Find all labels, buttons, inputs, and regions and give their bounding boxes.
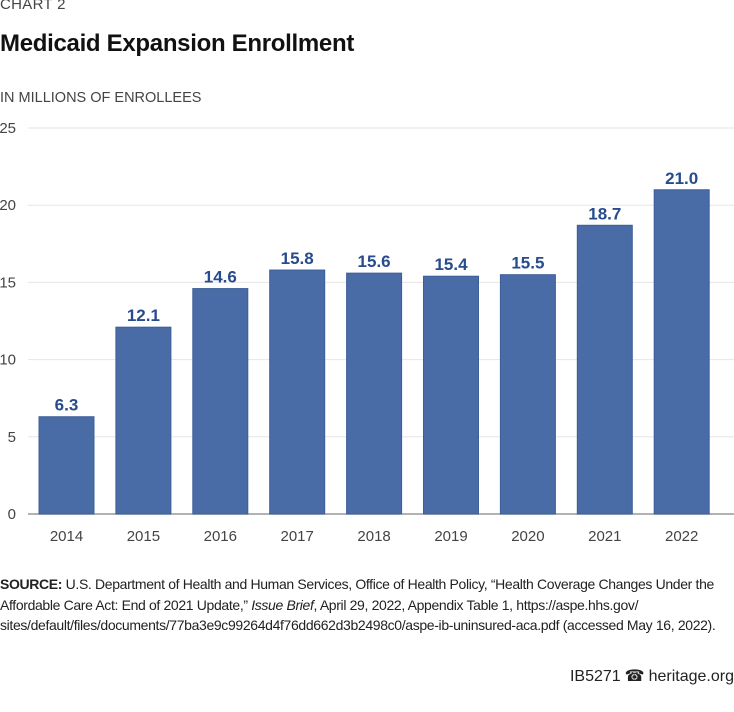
source-note: SOURCE: U.S. Department of Health and Hu… (0, 574, 734, 636)
bar (269, 269, 326, 515)
x-tick-label: 2020 (511, 528, 544, 545)
bar-chart: 0 5 10 15 20 25 6.3 12.1 14.6 15.8 15.6 15.4 15.5 18… (0, 120, 734, 545)
value-label: 12.1 (127, 306, 160, 325)
x-tick-label: 2017 (281, 528, 314, 545)
x-tick-label: 2018 (357, 528, 390, 545)
value-label: 15.4 (434, 255, 468, 274)
value-label: 15.8 (281, 249, 314, 268)
y-tick-label: 5 (8, 429, 16, 446)
x-tick-label: 2022 (665, 528, 698, 545)
value-label: 15.6 (358, 252, 391, 271)
y-tick-label: 20 (0, 197, 16, 214)
source-label: SOURCE: (0, 576, 63, 592)
x-tick-label: 2016 (204, 528, 237, 545)
bars (38, 189, 710, 515)
bar (653, 189, 710, 515)
bar (423, 275, 479, 515)
footer: IB5271 ☎ heritage.org (570, 666, 734, 686)
y-tick-label: 10 (0, 352, 16, 369)
site-link[interactable]: heritage.org (648, 668, 734, 685)
value-label: 14.6 (204, 268, 237, 287)
report-code: IB5271 (569, 668, 621, 685)
x-axis-ticks: 2014 2015 2016 2017 2018 2019 2020 2021 2022 (50, 528, 699, 545)
source-text: U.S. Department of Health and Human Serv… (0, 576, 714, 613)
x-tick-label: 2019 (434, 528, 467, 545)
chart-kicker: CHART 2 (0, 0, 66, 13)
value-labels: 6.3 12.1 14.6 15.8 15.6 15.4 15.5 18.7 21.0 (55, 169, 699, 415)
y-tick-label: 0 (8, 506, 16, 523)
y-tick-label: 25 (0, 120, 16, 137)
bar (346, 272, 403, 515)
value-label: 18.7 (588, 204, 621, 223)
chart-title: Medicaid Expansion Enrollment (0, 30, 355, 57)
bar (576, 224, 633, 515)
x-tick-label: 2021 (588, 528, 621, 545)
x-tick-label: 2014 (50, 528, 83, 545)
bar (499, 274, 556, 515)
bar (192, 288, 249, 515)
y-tick-label: 15 (0, 274, 16, 291)
x-tick-label: 2015 (127, 528, 160, 545)
y-axis-ticks: 0 5 10 15 20 25 (0, 120, 16, 523)
value-label: 6.3 (55, 396, 79, 415)
bar (115, 326, 172, 515)
bell-icon: ☎ (624, 668, 645, 685)
source-italic: Issue Brief (251, 596, 314, 613)
value-label: 15.5 (511, 254, 544, 273)
source-text-rest: , April 29, 2022, Appendix Table 1, http… (0, 596, 716, 634)
value-label: 21.0 (665, 169, 698, 188)
unit-label: IN MILLIONS OF ENROLLEES (0, 90, 202, 106)
bar (38, 416, 95, 515)
